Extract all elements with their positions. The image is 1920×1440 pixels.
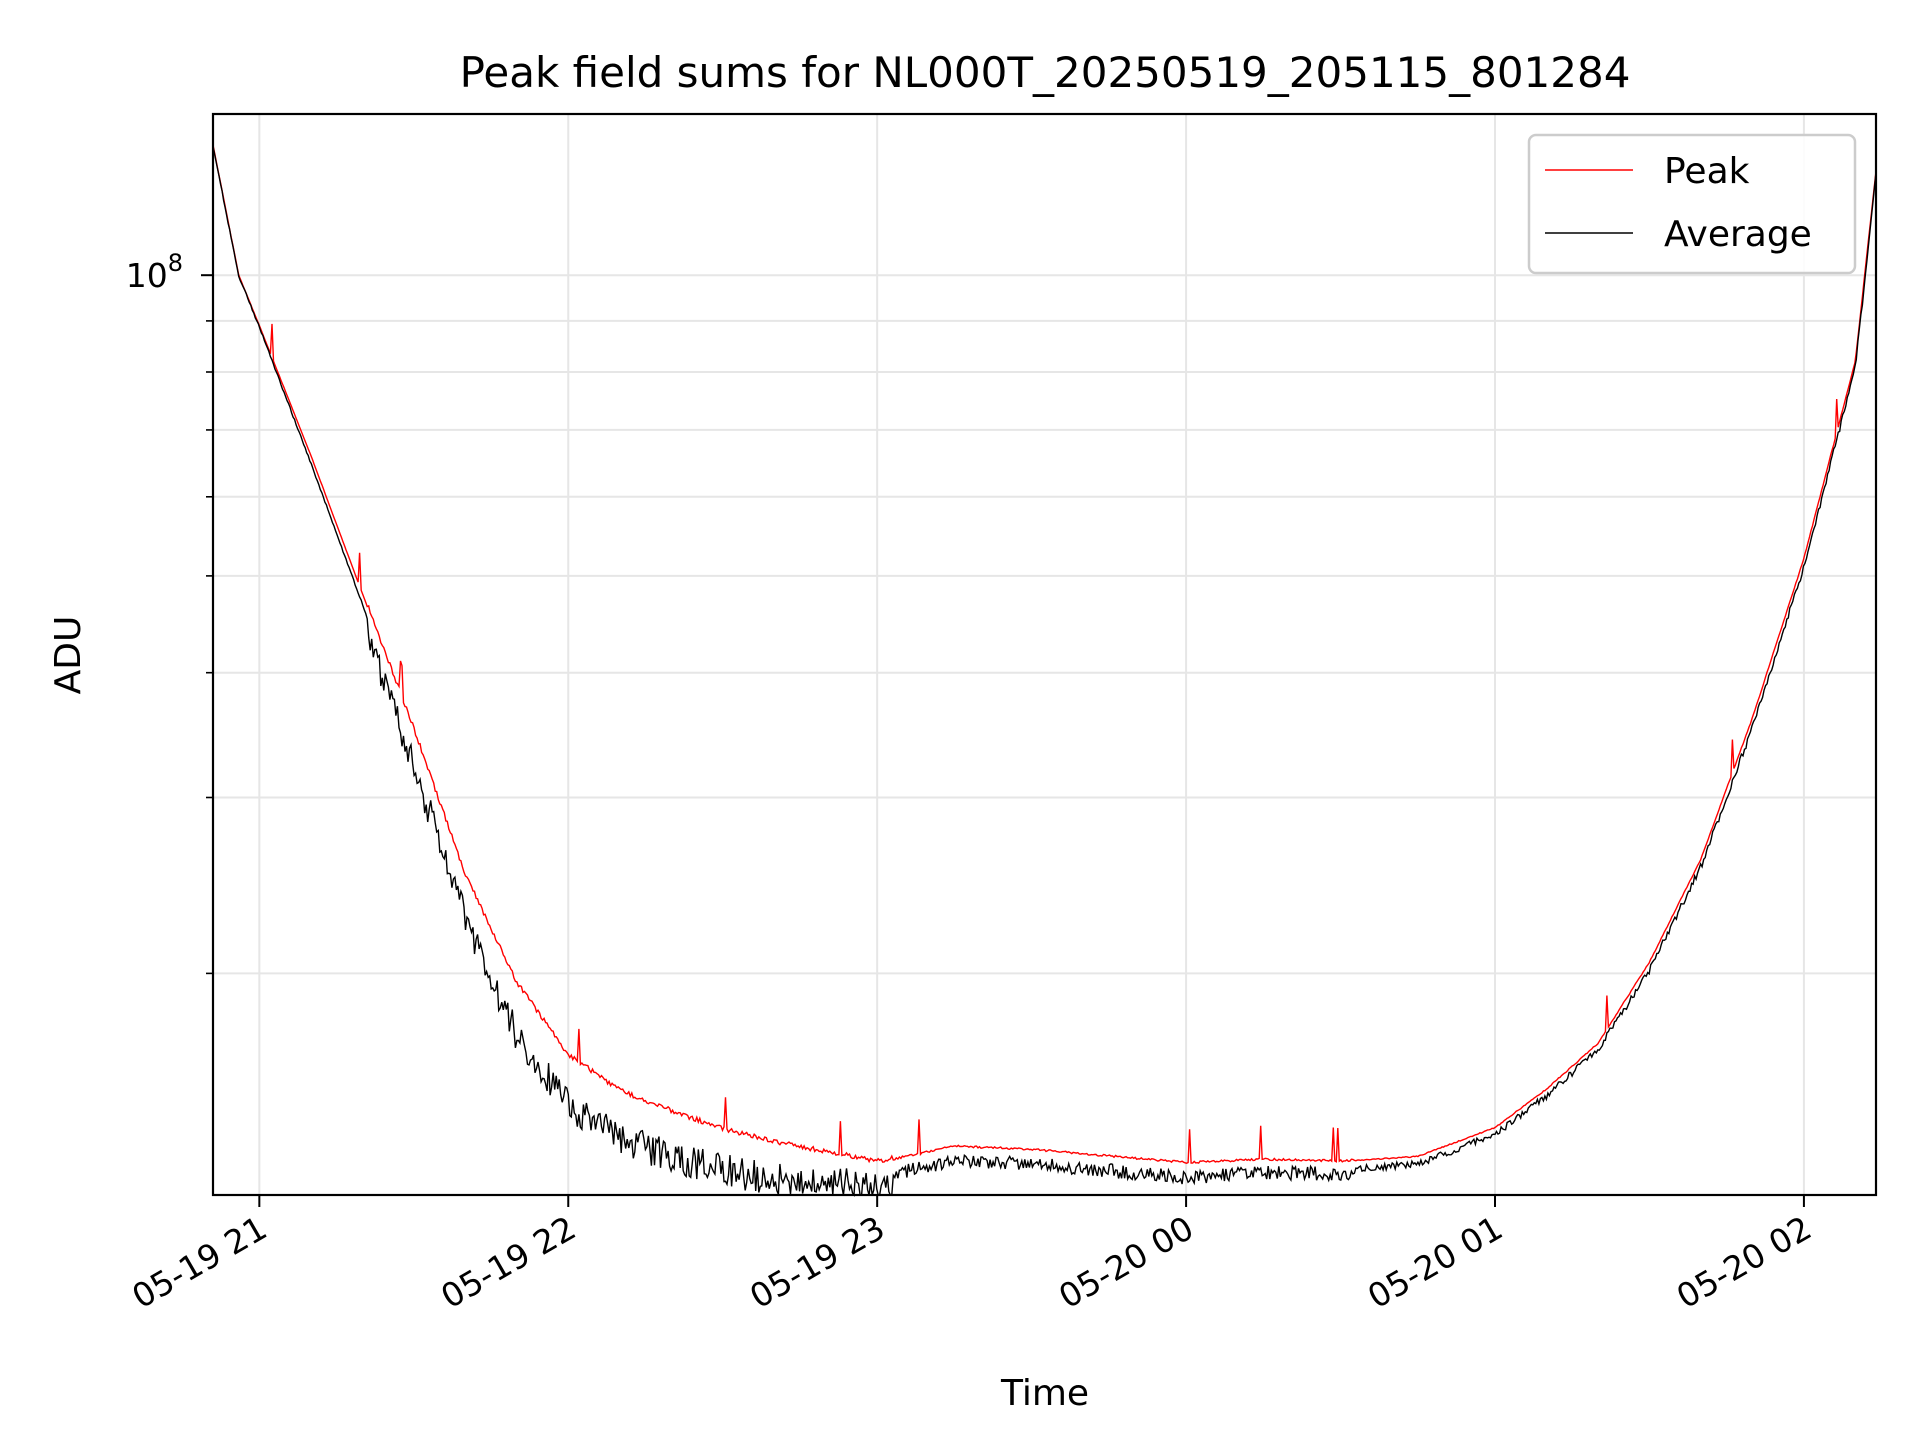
chart-title: Peak field sums for NL000T_20250519_2051… (460, 48, 1631, 97)
legend: Peak Average (1527, 133, 1857, 275)
series-line-average (212, 146, 1877, 1198)
plot-lines (212, 144, 1877, 1198)
y-tick-label: 108 (126, 249, 183, 295)
legend-average-label: Average (1664, 214, 1812, 255)
y-axis-label: ADU (48, 616, 89, 695)
series-line-peak (212, 144, 1877, 1164)
plot-frame (211, 112, 1878, 1197)
legend-peak-label: Peak (1664, 151, 1750, 192)
grid (213, 114, 1876, 1195)
y-axis-ticks: 108 (126, 249, 213, 975)
x-axis-label: Time (1000, 1373, 1089, 1414)
